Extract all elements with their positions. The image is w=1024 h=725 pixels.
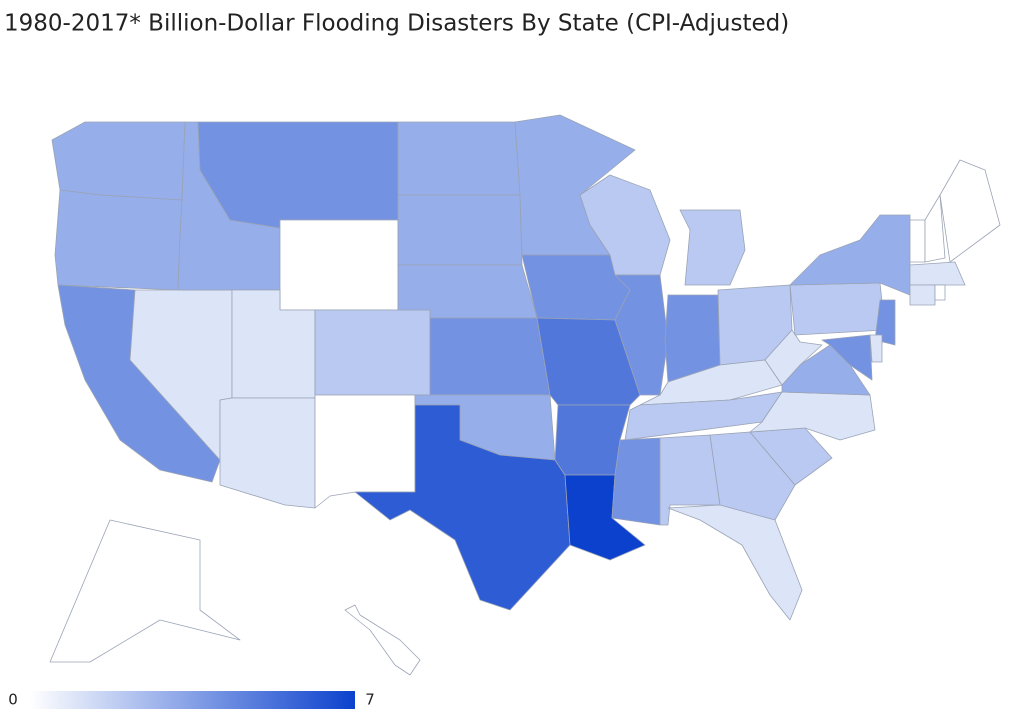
state [49, 519, 241, 663]
state [397, 264, 538, 319]
state [939, 159, 1001, 263]
state [354, 404, 571, 611]
state [611, 437, 661, 526]
state [679, 209, 746, 286]
state [397, 121, 521, 196]
state [397, 194, 523, 266]
state [869, 334, 883, 363]
state [821, 334, 873, 381]
state [909, 219, 926, 263]
colorbar [30, 691, 355, 709]
colorbar-max-label: 7 [365, 691, 375, 709]
state [314, 309, 431, 396]
state [219, 397, 316, 509]
state [314, 394, 416, 509]
state [909, 284, 936, 306]
state [924, 194, 946, 263]
state [874, 299, 896, 346]
chart-title: 1980-2017* Billion-Dollar Flooding Disas… [4, 11, 789, 37]
state [934, 284, 946, 301]
state [197, 121, 399, 229]
state [909, 261, 966, 286]
state [54, 189, 183, 291]
state [789, 282, 886, 336]
colorbar-min-label: 0 [8, 691, 18, 709]
states [49, 114, 1001, 676]
state [51, 121, 186, 201]
state [429, 317, 551, 396]
state [789, 214, 911, 296]
state [764, 329, 823, 386]
state [614, 274, 669, 396]
state [279, 219, 399, 311]
state [667, 504, 803, 621]
state [344, 604, 421, 676]
